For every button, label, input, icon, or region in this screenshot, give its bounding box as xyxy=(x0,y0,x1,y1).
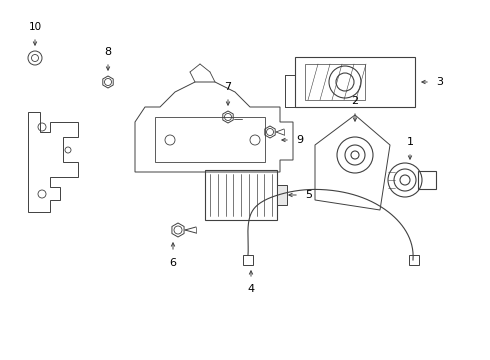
Text: 1: 1 xyxy=(407,137,414,147)
Text: 4: 4 xyxy=(247,284,255,294)
Text: 5: 5 xyxy=(305,190,313,200)
Text: 10: 10 xyxy=(28,22,42,32)
Text: 9: 9 xyxy=(296,135,304,145)
Text: 7: 7 xyxy=(224,82,232,92)
Text: 6: 6 xyxy=(170,258,176,268)
Text: 2: 2 xyxy=(351,96,359,106)
Text: 3: 3 xyxy=(437,77,443,87)
Bar xyxy=(277,185,287,205)
Bar xyxy=(295,57,415,107)
Bar xyxy=(205,170,277,220)
Bar xyxy=(305,64,365,100)
Text: 8: 8 xyxy=(104,47,112,57)
